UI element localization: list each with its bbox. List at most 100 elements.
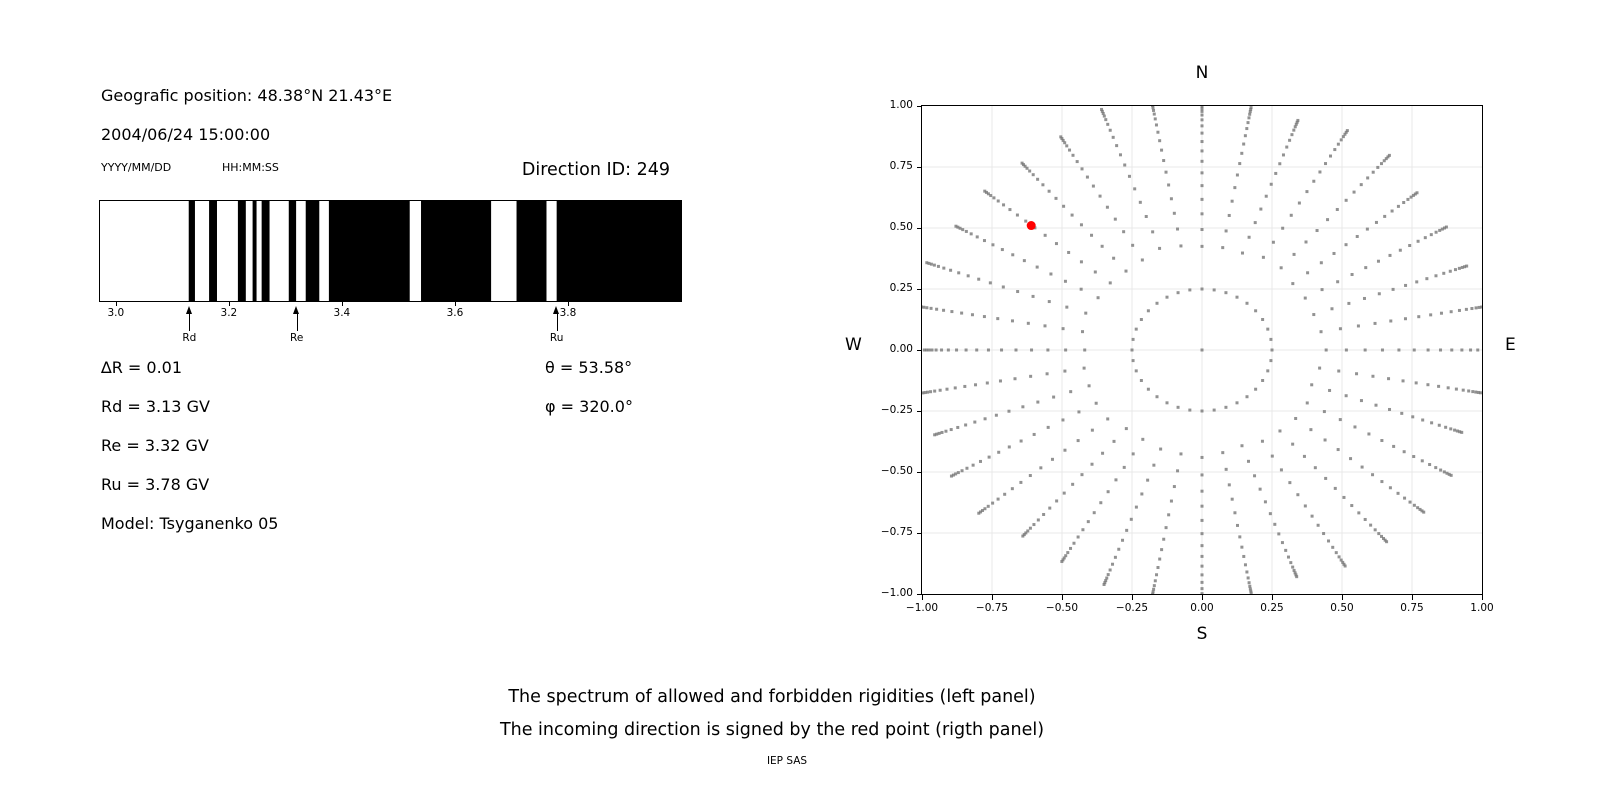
direction-dot <box>1460 348 1464 352</box>
direction-dot <box>1165 401 1169 405</box>
direction-dot <box>1065 144 1069 148</box>
direction-dot <box>927 348 931 352</box>
direction-dot <box>1103 581 1107 585</box>
direction-dot <box>1086 520 1090 524</box>
direction-dot <box>1342 562 1346 566</box>
direction-dot <box>1094 401 1098 405</box>
direction-dot <box>1444 425 1448 429</box>
spectrum-bars-svg <box>188 201 681 301</box>
direction-dot <box>1318 170 1322 174</box>
direction-dot <box>944 429 948 433</box>
direction-dot <box>1164 170 1168 174</box>
direction-dot <box>1447 472 1451 476</box>
direction-dot <box>1140 492 1144 496</box>
direction-dot <box>1322 410 1326 414</box>
direction-dot <box>1430 421 1434 425</box>
direction-dot <box>1253 474 1257 478</box>
compass-north-label: N <box>1195 63 1209 83</box>
direction-dot <box>1349 457 1353 461</box>
direction-dot <box>1401 379 1405 383</box>
direction-dot <box>1261 255 1265 259</box>
direction-dot <box>926 390 930 394</box>
direction-dot <box>996 199 1000 203</box>
x-tick-label: 0.00 <box>1190 602 1214 614</box>
direction-dot <box>1409 195 1413 199</box>
direction-dot <box>1062 556 1066 560</box>
direction-dot <box>1254 387 1258 391</box>
spectrum-tick-label: 3.6 <box>446 307 464 319</box>
direction-dot <box>1304 240 1308 244</box>
direction-dot <box>1032 432 1036 436</box>
y-axis-tick <box>917 411 922 412</box>
direction-dot <box>1292 252 1296 256</box>
direction-dot <box>1111 562 1115 566</box>
direction-dot <box>1113 555 1117 559</box>
direction-dot <box>1480 305 1484 309</box>
forbidden-band <box>261 201 270 301</box>
direction-dot <box>1341 560 1345 564</box>
direction-dot <box>1344 243 1348 247</box>
direction-dot <box>1324 476 1328 480</box>
direction-dot <box>1258 487 1262 491</box>
direction-dot <box>1050 457 1054 461</box>
direction-dot <box>1411 415 1415 419</box>
direction-dot <box>1292 128 1296 132</box>
direction-dot <box>1364 266 1368 270</box>
direction-dot <box>1030 348 1034 352</box>
direction-dot <box>1421 418 1425 422</box>
direction-dot <box>1383 214 1387 218</box>
direction-dot <box>1281 153 1285 157</box>
direction-dot <box>1382 536 1386 540</box>
direction-dot <box>1151 230 1155 234</box>
direction-dot <box>1082 366 1086 370</box>
direction-dot <box>1141 437 1145 441</box>
direction-dot <box>1176 291 1180 295</box>
direction-dot <box>1412 503 1416 507</box>
re-arrow-shaft <box>296 313 298 331</box>
direction-dot <box>1233 511 1237 515</box>
direction-dot <box>940 348 944 352</box>
direction-dot <box>1344 348 1348 352</box>
direction-dot <box>1371 473 1375 477</box>
direction-dot <box>1172 211 1176 215</box>
direction-dot <box>940 430 944 434</box>
direction-dot <box>1376 165 1380 169</box>
direction-dot <box>1043 233 1047 237</box>
direction-dot <box>1047 189 1051 193</box>
direction-dot <box>925 306 929 310</box>
direction-dot <box>1054 196 1058 200</box>
re-arrow-head <box>293 306 300 314</box>
direction-dot <box>1385 540 1389 544</box>
direction-dot <box>1224 291 1228 295</box>
direction-dot <box>1278 429 1282 433</box>
direction-dot <box>1434 274 1438 278</box>
direction-dot <box>1464 307 1468 311</box>
direction-dot <box>1134 505 1138 509</box>
direction-dot <box>1167 183 1171 187</box>
direction-dot <box>983 189 987 193</box>
direction-dot <box>1019 439 1023 443</box>
direction-dot <box>1121 538 1125 542</box>
direction-dot <box>1000 348 1004 352</box>
direction-dot <box>1100 244 1104 248</box>
credit-text: IEP SAS <box>766 755 808 767</box>
direction-dot <box>1264 194 1268 198</box>
direction-dot <box>963 384 967 388</box>
direction-dot <box>1253 221 1257 225</box>
y-axis-tick <box>917 472 922 473</box>
direction-dot <box>1200 124 1204 128</box>
direction-dot <box>1118 153 1122 157</box>
direction-dot <box>1070 213 1074 217</box>
direction-dot <box>957 271 961 275</box>
direction-dot <box>1400 411 1404 415</box>
direction-dot <box>1101 451 1105 455</box>
direction-dot <box>949 268 953 272</box>
direction-dot <box>1159 447 1163 451</box>
compass-west-label: W <box>845 335 862 355</box>
direction-dot <box>1429 313 1433 317</box>
spectrum-tick-label: 3.0 <box>107 307 125 319</box>
direction-dot <box>1322 532 1326 536</box>
direction-dot <box>1418 507 1422 511</box>
direction-dot <box>1270 454 1274 458</box>
direction-dot <box>1355 372 1359 376</box>
